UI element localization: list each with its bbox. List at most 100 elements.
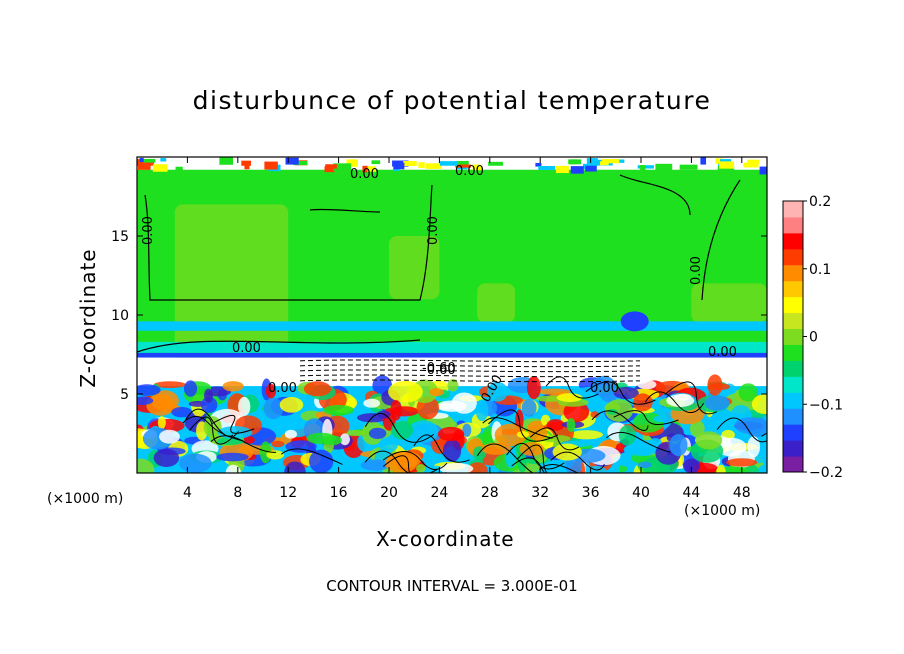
colorbar-tick-label: 0.2	[809, 194, 831, 210]
mixed-blob	[368, 427, 387, 440]
top-band-patch	[333, 163, 352, 171]
colorbar-swatch	[783, 440, 803, 457]
upper-patch	[691, 283, 767, 323]
top-band-patch	[747, 159, 760, 164]
mixed-blob	[438, 402, 455, 410]
colorbar-tick-label: 0	[809, 330, 818, 346]
top-band-patch	[244, 163, 250, 170]
mixed-blob	[747, 436, 761, 458]
contour-mixed	[413, 434, 470, 463]
top-band-patch	[175, 166, 183, 171]
mixed-blob	[222, 381, 244, 392]
top-band-patch	[586, 158, 598, 166]
contour-mixed	[476, 443, 534, 473]
mixed-blob	[238, 396, 251, 417]
mixed-blob	[137, 458, 155, 473]
contour-mixed	[488, 409, 559, 442]
contour-mixed	[482, 417, 553, 439]
mixed-blob	[695, 431, 723, 450]
contour-mixed	[382, 455, 447, 473]
contour-mixed	[529, 427, 580, 451]
top-band-patch	[715, 158, 723, 164]
mixed-blob	[475, 399, 489, 422]
mixed-blob	[632, 393, 653, 412]
x-tick-label: 36	[582, 485, 600, 501]
mixed-blob	[284, 429, 298, 439]
x-unit-label-left: (×1000 m)	[47, 491, 124, 507]
top-band-patch	[371, 160, 381, 165]
mixed-blob	[285, 440, 317, 453]
mixed-blob	[585, 465, 607, 473]
top-band-patch	[472, 164, 482, 171]
contour-dashed	[299, 369, 641, 373]
top-band-patch	[759, 166, 767, 175]
x-tick-label: 20	[380, 485, 398, 501]
mixed-blob	[546, 419, 565, 431]
mixed-blob	[521, 398, 537, 417]
top-band-patch	[616, 159, 625, 163]
contour-dashed	[299, 359, 641, 363]
chart-title: disturbunce of potential temperature	[192, 86, 712, 115]
top-band-patch	[325, 164, 337, 169]
top-band-patch	[535, 162, 542, 167]
top-band-patch	[362, 165, 368, 173]
y-tick-label: 15	[111, 229, 129, 245]
upper-patch	[477, 283, 515, 323]
mixed-blob	[265, 383, 277, 399]
mixed-blob	[481, 442, 512, 455]
mixed-blob	[407, 420, 439, 443]
contour-dashed	[299, 364, 641, 368]
x-tick-label: 12	[279, 485, 297, 501]
mixed-blob	[388, 380, 423, 403]
top-band-patch	[719, 161, 735, 169]
contour-mixed	[189, 416, 239, 445]
colorbar-swatch	[783, 360, 803, 377]
mixed-blob	[303, 381, 332, 397]
mixed-blob	[360, 459, 390, 471]
mixed-blob	[462, 423, 472, 437]
top-band-patch	[717, 165, 735, 174]
x-tick-label: 32	[531, 485, 549, 501]
colorbar-swatch	[783, 408, 803, 425]
colorbar-swatch	[783, 264, 803, 282]
mixed-blob	[159, 429, 180, 444]
mixed-blob	[378, 437, 399, 453]
contour-label: 0.00	[232, 341, 261, 356]
contour-label: 0.00	[455, 164, 484, 179]
top-band-patch	[139, 157, 144, 163]
contour-mixed	[364, 412, 435, 443]
y-tick-label: 5	[120, 387, 129, 403]
mixed-blob	[494, 423, 527, 447]
x-axis-label: X-coordinate	[376, 527, 515, 551]
mixed-blob	[451, 392, 477, 414]
mixed-blob	[216, 452, 249, 462]
mixed-blob	[669, 434, 688, 457]
top-band-patch	[285, 157, 299, 165]
x-unit-label-right: (×1000 m)	[684, 503, 761, 519]
contour-solid	[137, 339, 421, 353]
mixed-blob	[487, 381, 508, 402]
heatmap-field	[137, 157, 767, 473]
mixed-blob	[615, 443, 626, 453]
colorbar-tick-label: −0.1	[809, 397, 843, 413]
colorbar-swatch	[783, 201, 803, 218]
x-axis-ticks: 4 8 12 16 20 24 28 32 36 40 44 48	[183, 157, 751, 501]
contour-label: 0.00	[268, 381, 297, 396]
top-band-patch	[160, 158, 167, 162]
colorbar-swatch	[783, 280, 803, 298]
mixed-blob	[623, 443, 659, 457]
x-tick-label: 24	[430, 485, 448, 501]
contour-mixed	[539, 463, 580, 473]
top-band-patch	[219, 157, 234, 165]
contour-mixed	[364, 450, 438, 473]
blue-band	[137, 352, 767, 358]
contour-label: 0.00	[426, 216, 441, 245]
mixed-blob	[309, 449, 334, 473]
x-tick-label: 28	[481, 485, 499, 501]
mixed-blob	[683, 458, 700, 473]
contour-label: 0.00	[350, 167, 379, 182]
mixed-blob	[153, 448, 180, 467]
contour-mixed	[506, 442, 565, 470]
top-band-patch	[293, 160, 308, 166]
mixed-blob	[553, 466, 562, 473]
